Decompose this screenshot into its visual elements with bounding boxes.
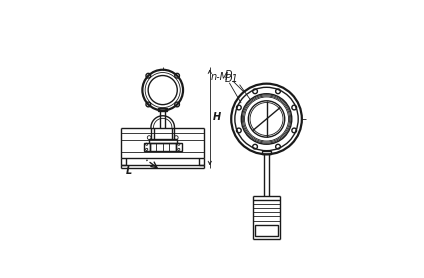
Text: L: L	[126, 167, 131, 177]
Bar	[150, 143, 176, 151]
Bar	[144, 143, 150, 151]
Bar	[176, 143, 182, 151]
Text: H: H	[212, 112, 220, 122]
Bar	[158, 108, 167, 111]
Bar	[262, 151, 271, 154]
Text: D1: D1	[225, 74, 239, 84]
Text: n-M: n-M	[210, 72, 228, 82]
Text: D: D	[225, 70, 232, 80]
Bar	[255, 225, 278, 236]
